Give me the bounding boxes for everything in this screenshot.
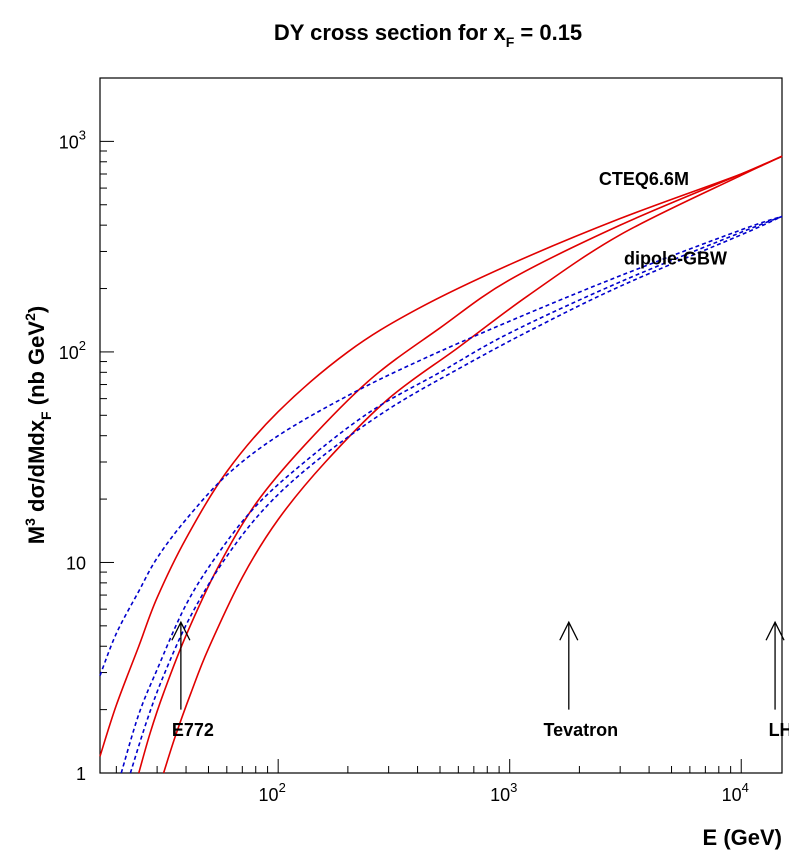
y-label-part-4: (nb GeV xyxy=(24,321,49,412)
y-label-part-1: 3 xyxy=(22,518,38,526)
y-label-part-5: 2 xyxy=(22,313,38,321)
curve-annotation: dipole-GBW xyxy=(624,249,727,269)
y-tick-label-base: 1 xyxy=(76,764,86,784)
y-label-part-0: M xyxy=(24,526,49,544)
series-curve xyxy=(100,216,782,675)
x-tick-label-base: 10 xyxy=(490,785,510,805)
y-tick-label-exp: 2 xyxy=(79,338,86,353)
x-axis-label: E (GeV) xyxy=(703,825,782,850)
y-tick-label-base: 10 xyxy=(59,132,79,152)
chart-title-main: DY cross section for x xyxy=(274,20,507,45)
y-tick-label-base: 10 xyxy=(59,343,79,363)
x-tick-label-exp: 2 xyxy=(279,780,286,795)
x-tick-label: 104 xyxy=(722,780,749,805)
arrow-label: LHC xyxy=(769,720,789,740)
y-label-part-6: ) xyxy=(24,306,49,313)
experiment-arrows: E772 Tevatron LHC xyxy=(172,622,789,740)
arrow-label: Tevatron xyxy=(543,720,618,740)
y-tick-label: 103 xyxy=(59,127,86,152)
x-tick-label: 102 xyxy=(259,780,286,805)
x-tick-label: 103 xyxy=(490,780,517,805)
y-tick-label-exp: 3 xyxy=(79,127,86,142)
y-tick-label: 102 xyxy=(59,338,86,363)
curve-annotation: CTEQ6.6M xyxy=(599,169,689,189)
series-curve xyxy=(121,216,782,773)
y-tick-label-base: 10 xyxy=(66,553,86,573)
series-curve xyxy=(100,156,782,756)
x-tick-label-exp: 3 xyxy=(510,780,517,795)
x-tick-label-exp: 4 xyxy=(742,780,749,795)
y-tick-label: 10 xyxy=(66,553,86,573)
arrow-label: E772 xyxy=(172,720,214,740)
chart-title-tail: = 0.15 xyxy=(514,20,582,45)
y-tick-label: 1 xyxy=(76,764,86,784)
x-tick-label-base: 10 xyxy=(259,785,279,805)
chart-title: DY cross section for xF = 0.15 xyxy=(274,20,582,50)
series-curve xyxy=(130,216,782,773)
y-axis-label: M3 dσ/dMdxF (nb GeV2) xyxy=(22,306,54,544)
x-tick-label-base: 10 xyxy=(722,785,742,805)
y-label-part-2: dσ/dMdx xyxy=(24,419,49,518)
